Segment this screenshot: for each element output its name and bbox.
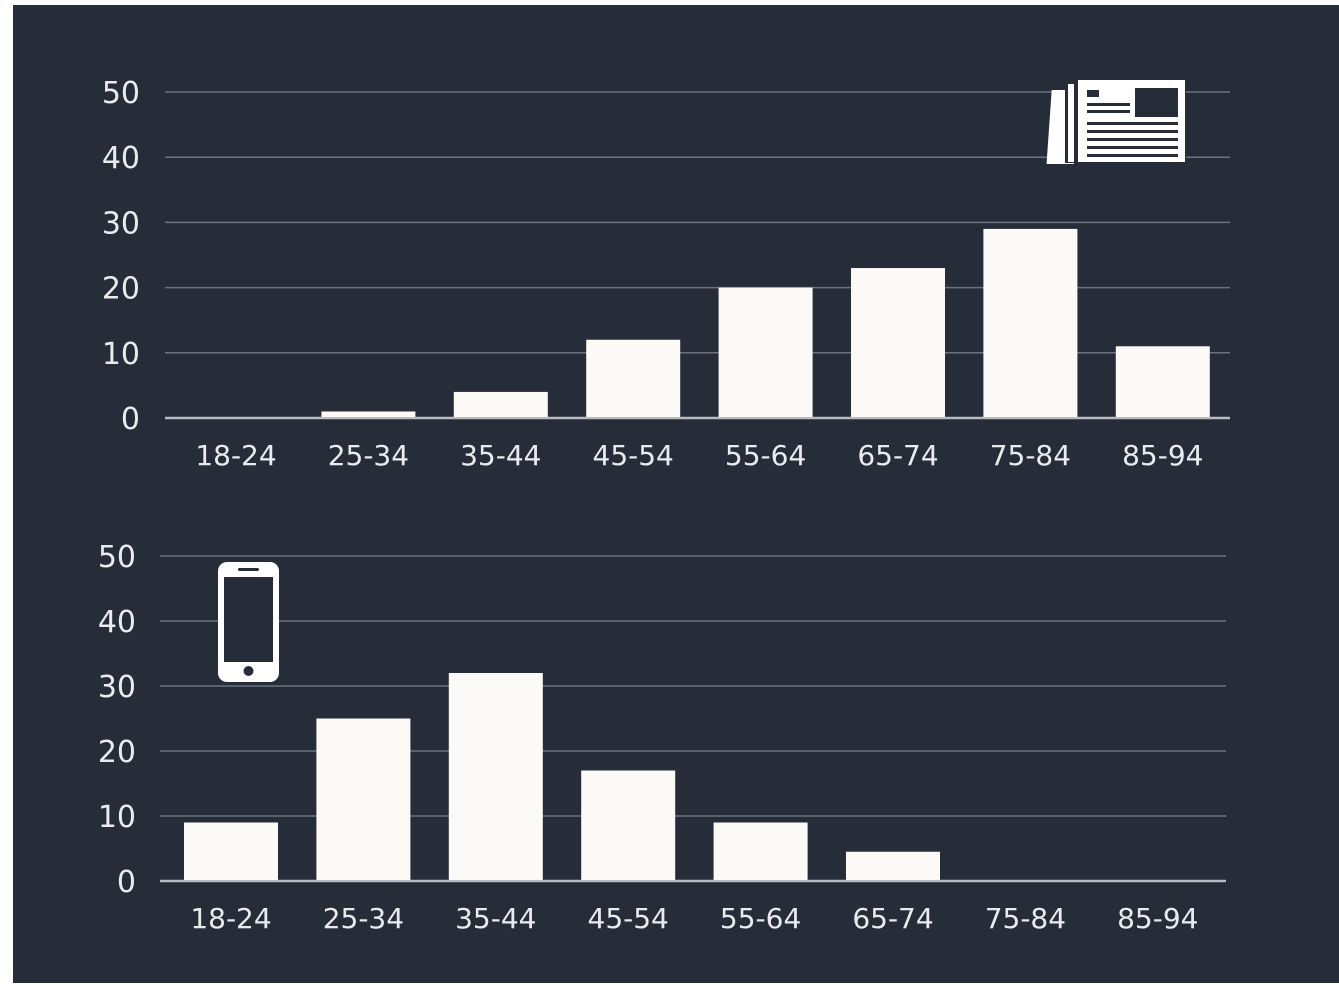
bar-25-34 — [316, 718, 411, 880]
newspaper-chart: 0 10 20 30 40 50 18-24 25-34 35-44 45-54 55-64 65-7… — [102, 76, 1230, 472]
x-tick-label: 65-74 — [857, 439, 938, 472]
y-tick-label: 30 — [102, 206, 140, 241]
bar-45-54 — [581, 770, 676, 880]
bar-65-74 — [851, 268, 945, 417]
y-tick-label: 40 — [102, 141, 140, 176]
chart-panel — [13, 5, 1339, 983]
y-tick-label: 50 — [102, 76, 140, 111]
bar-45-54 — [586, 339, 681, 417]
x-tick-label: 18-24 — [195, 439, 276, 472]
bar-18-24 — [184, 822, 278, 880]
bar-55-64 — [718, 287, 813, 417]
x-tick-label: 35-44 — [455, 902, 536, 935]
newspaper-icon — [1046, 80, 1186, 164]
x-tick-label: 85-94 — [1117, 902, 1198, 935]
bar-75-84 — [983, 228, 1078, 417]
bar-35-44 — [448, 673, 543, 880]
y-tick-label: 20 — [98, 735, 136, 770]
x-tick-label: 45-54 — [593, 439, 674, 472]
x-tick-label: 55-64 — [720, 902, 801, 935]
bar-65-74 — [846, 851, 940, 880]
smartphone-icon — [218, 562, 279, 682]
smartphone-chart: 0 10 20 30 40 50 18-24 25-34 35-44 45-54 55-64 65-7… — [98, 540, 1226, 935]
bar-55-64 — [713, 822, 808, 880]
x-tick-label: 85-94 — [1122, 439, 1203, 472]
x-tick-label: 35-44 — [460, 439, 541, 472]
y-tick-label: 30 — [98, 670, 136, 705]
x-tick-label: 75-84 — [990, 439, 1071, 472]
y-tick-label: 10 — [98, 800, 136, 835]
x-tick-label: 18-24 — [190, 902, 271, 935]
x-tick-label: 75-84 — [985, 902, 1066, 935]
bar-85-94 — [1115, 346, 1210, 417]
bar-25-34 — [321, 411, 416, 417]
y-tick-label: 10 — [102, 337, 140, 372]
x-tick-label: 45-54 — [588, 902, 669, 935]
x-tick-label: 55-64 — [725, 439, 806, 472]
y-tick-label: 40 — [98, 605, 136, 640]
x-tick-label: 25-34 — [328, 439, 409, 472]
y-tick-label: 50 — [98, 540, 136, 575]
y-tick-label: 0 — [117, 865, 136, 900]
bar-35-44 — [453, 391, 548, 417]
x-tick-label: 25-34 — [323, 902, 404, 935]
y-tick-label: 0 — [121, 402, 140, 437]
x-tick-label: 65-74 — [852, 902, 933, 935]
y-tick-label: 20 — [102, 272, 140, 307]
